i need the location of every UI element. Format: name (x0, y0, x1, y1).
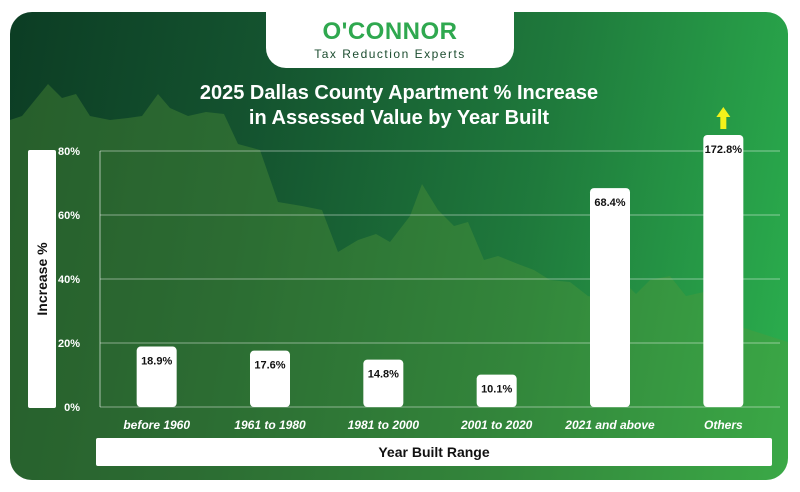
up-arrow-icon (716, 107, 731, 129)
y-axis-label-box (28, 150, 56, 408)
bar-data-label: 14.8% (368, 369, 399, 381)
bar (250, 350, 290, 407)
bar (703, 135, 744, 407)
x-tick-label: 2021 and above (564, 418, 655, 432)
bar (363, 359, 404, 407)
bar-data-label: 17.6% (254, 360, 285, 372)
x-tick-label: 2001 to 2020 (460, 418, 533, 432)
x-tick-label: 1961 to 1980 (234, 418, 306, 432)
bar-data-label: 172.8% (705, 144, 743, 156)
x-axis-label: Year Built Range (378, 444, 490, 460)
chart-title-line-1: 2025 Dallas County Apartment % Increase (199, 82, 599, 104)
x-axis-label-box (96, 438, 772, 466)
x-tick-label: Others (704, 418, 743, 432)
x-tick-label: 1981 to 2000 (348, 418, 420, 432)
chart-title-line-2: in Assessed Value by Year Built (248, 107, 550, 129)
y-tick-label: 80% (58, 146, 80, 158)
y-tick-label: 0% (64, 402, 80, 414)
bar-data-label: 10.1% (481, 384, 512, 396)
y-tick-label: 20% (58, 338, 80, 350)
bar-chart-plot: 0% 20% 40% 60% 80% 18.9% before 1960 17.6% 1961 … (58, 107, 780, 432)
x-tick-label: before 1960 (123, 418, 190, 432)
bar (136, 346, 177, 407)
y-tick-label: 40% (58, 274, 80, 286)
bar-data-label: 68.4% (594, 197, 625, 209)
bar (590, 188, 630, 407)
brand-tagline: Tax Reduction Experts (314, 47, 466, 61)
y-tick-label: 60% (58, 210, 80, 222)
chart-card: O'CONNOR Tax Reduction Experts 2025 Dall… (10, 12, 788, 480)
bar (476, 374, 517, 407)
logo-tab: O'CONNOR Tax Reduction Experts (266, 12, 514, 68)
bar-data-label: 18.9% (141, 356, 172, 368)
brand-logo: O'CONNOR (322, 18, 458, 45)
